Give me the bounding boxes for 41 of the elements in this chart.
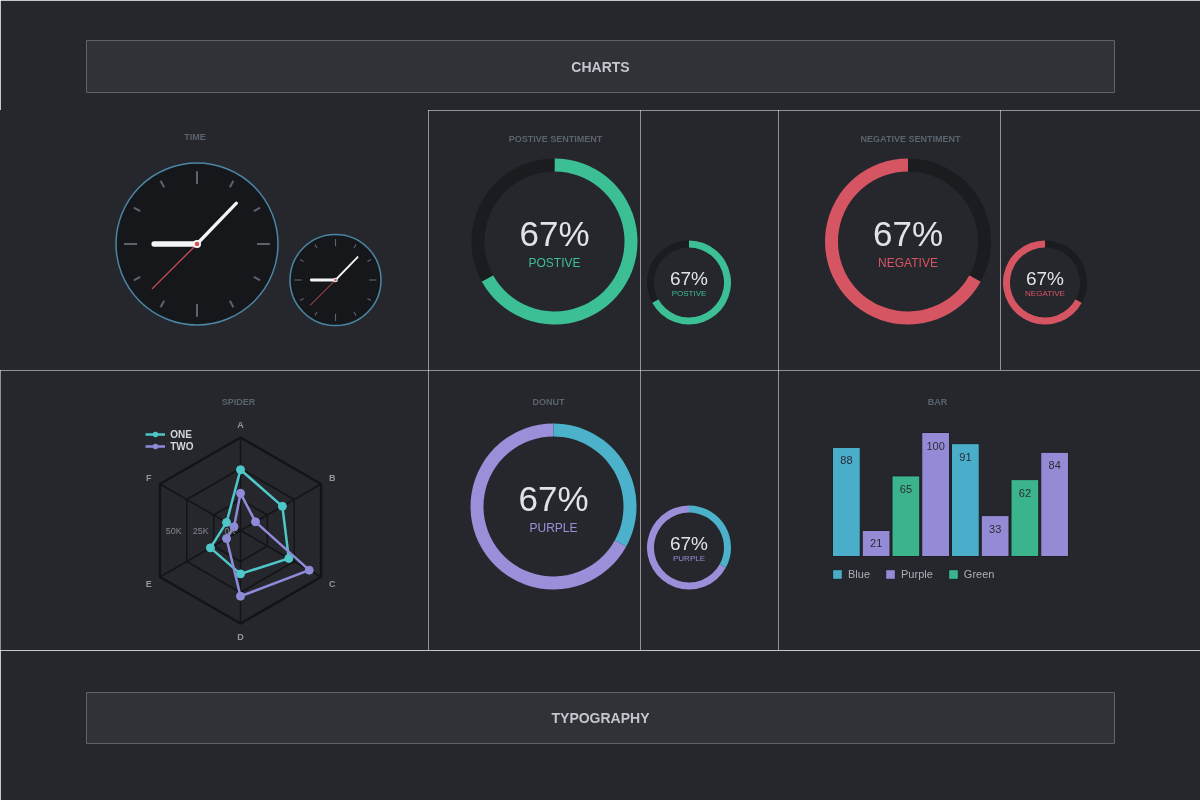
legend-label: Purple: [901, 568, 933, 580]
data-label: 67%: [669, 267, 709, 289]
slice-label: PURPLE: [672, 553, 706, 563]
chart-title: BAR: [927, 396, 948, 407]
spoke-label: D: [237, 631, 245, 642]
spoke-label: E: [145, 578, 152, 589]
slice-label: PURPLE: [529, 521, 578, 536]
data-label: 33: [989, 522, 1002, 535]
data-label: 67%: [872, 213, 944, 253]
slice-label: NEGATIVE: [878, 256, 938, 271]
data-label: 21: [870, 537, 883, 550]
text: TIME: [184, 132, 206, 143]
legend-label: Blue: [848, 568, 871, 580]
data-label: 65: [899, 482, 913, 495]
legend-label: Green: [963, 568, 995, 580]
legend-label: ONE: [170, 428, 192, 440]
data-label: 67%: [519, 213, 590, 253]
spoke-label: C: [329, 578, 337, 589]
data-label: 67%: [518, 478, 589, 518]
data-label: 84: [1048, 459, 1061, 472]
data-label: 62: [1018, 486, 1032, 499]
chart-title: NEGATIVE SENTIMENT: [860, 133, 961, 144]
chart-title: POSTIVE SENTIMENT: [508, 133, 603, 144]
slice-label: POSTIVE: [528, 256, 581, 271]
data-label: 100: [926, 439, 945, 452]
spoke-label: F: [145, 472, 152, 483]
slice-label: POSTIVE: [671, 288, 707, 298]
legend-label: TWO: [170, 440, 194, 452]
y-tick-label: 50K: [165, 525, 182, 536]
chart-title: DONUT: [532, 396, 565, 407]
data-label: 91: [959, 450, 972, 463]
text: TYPOGRAPHY: [551, 710, 651, 726]
slice-label: NEGATIVE: [1025, 288, 1065, 298]
y-tick-label: 25K: [192, 525, 209, 536]
chart-title: SPIDER: [221, 396, 256, 407]
spoke-label: B: [329, 472, 337, 483]
spoke-label: A: [237, 419, 245, 430]
data-label: 67%: [669, 532, 709, 554]
data-label: 67%: [1025, 267, 1065, 289]
data-label: 88: [840, 454, 853, 467]
text: CHARTS: [571, 58, 630, 75]
